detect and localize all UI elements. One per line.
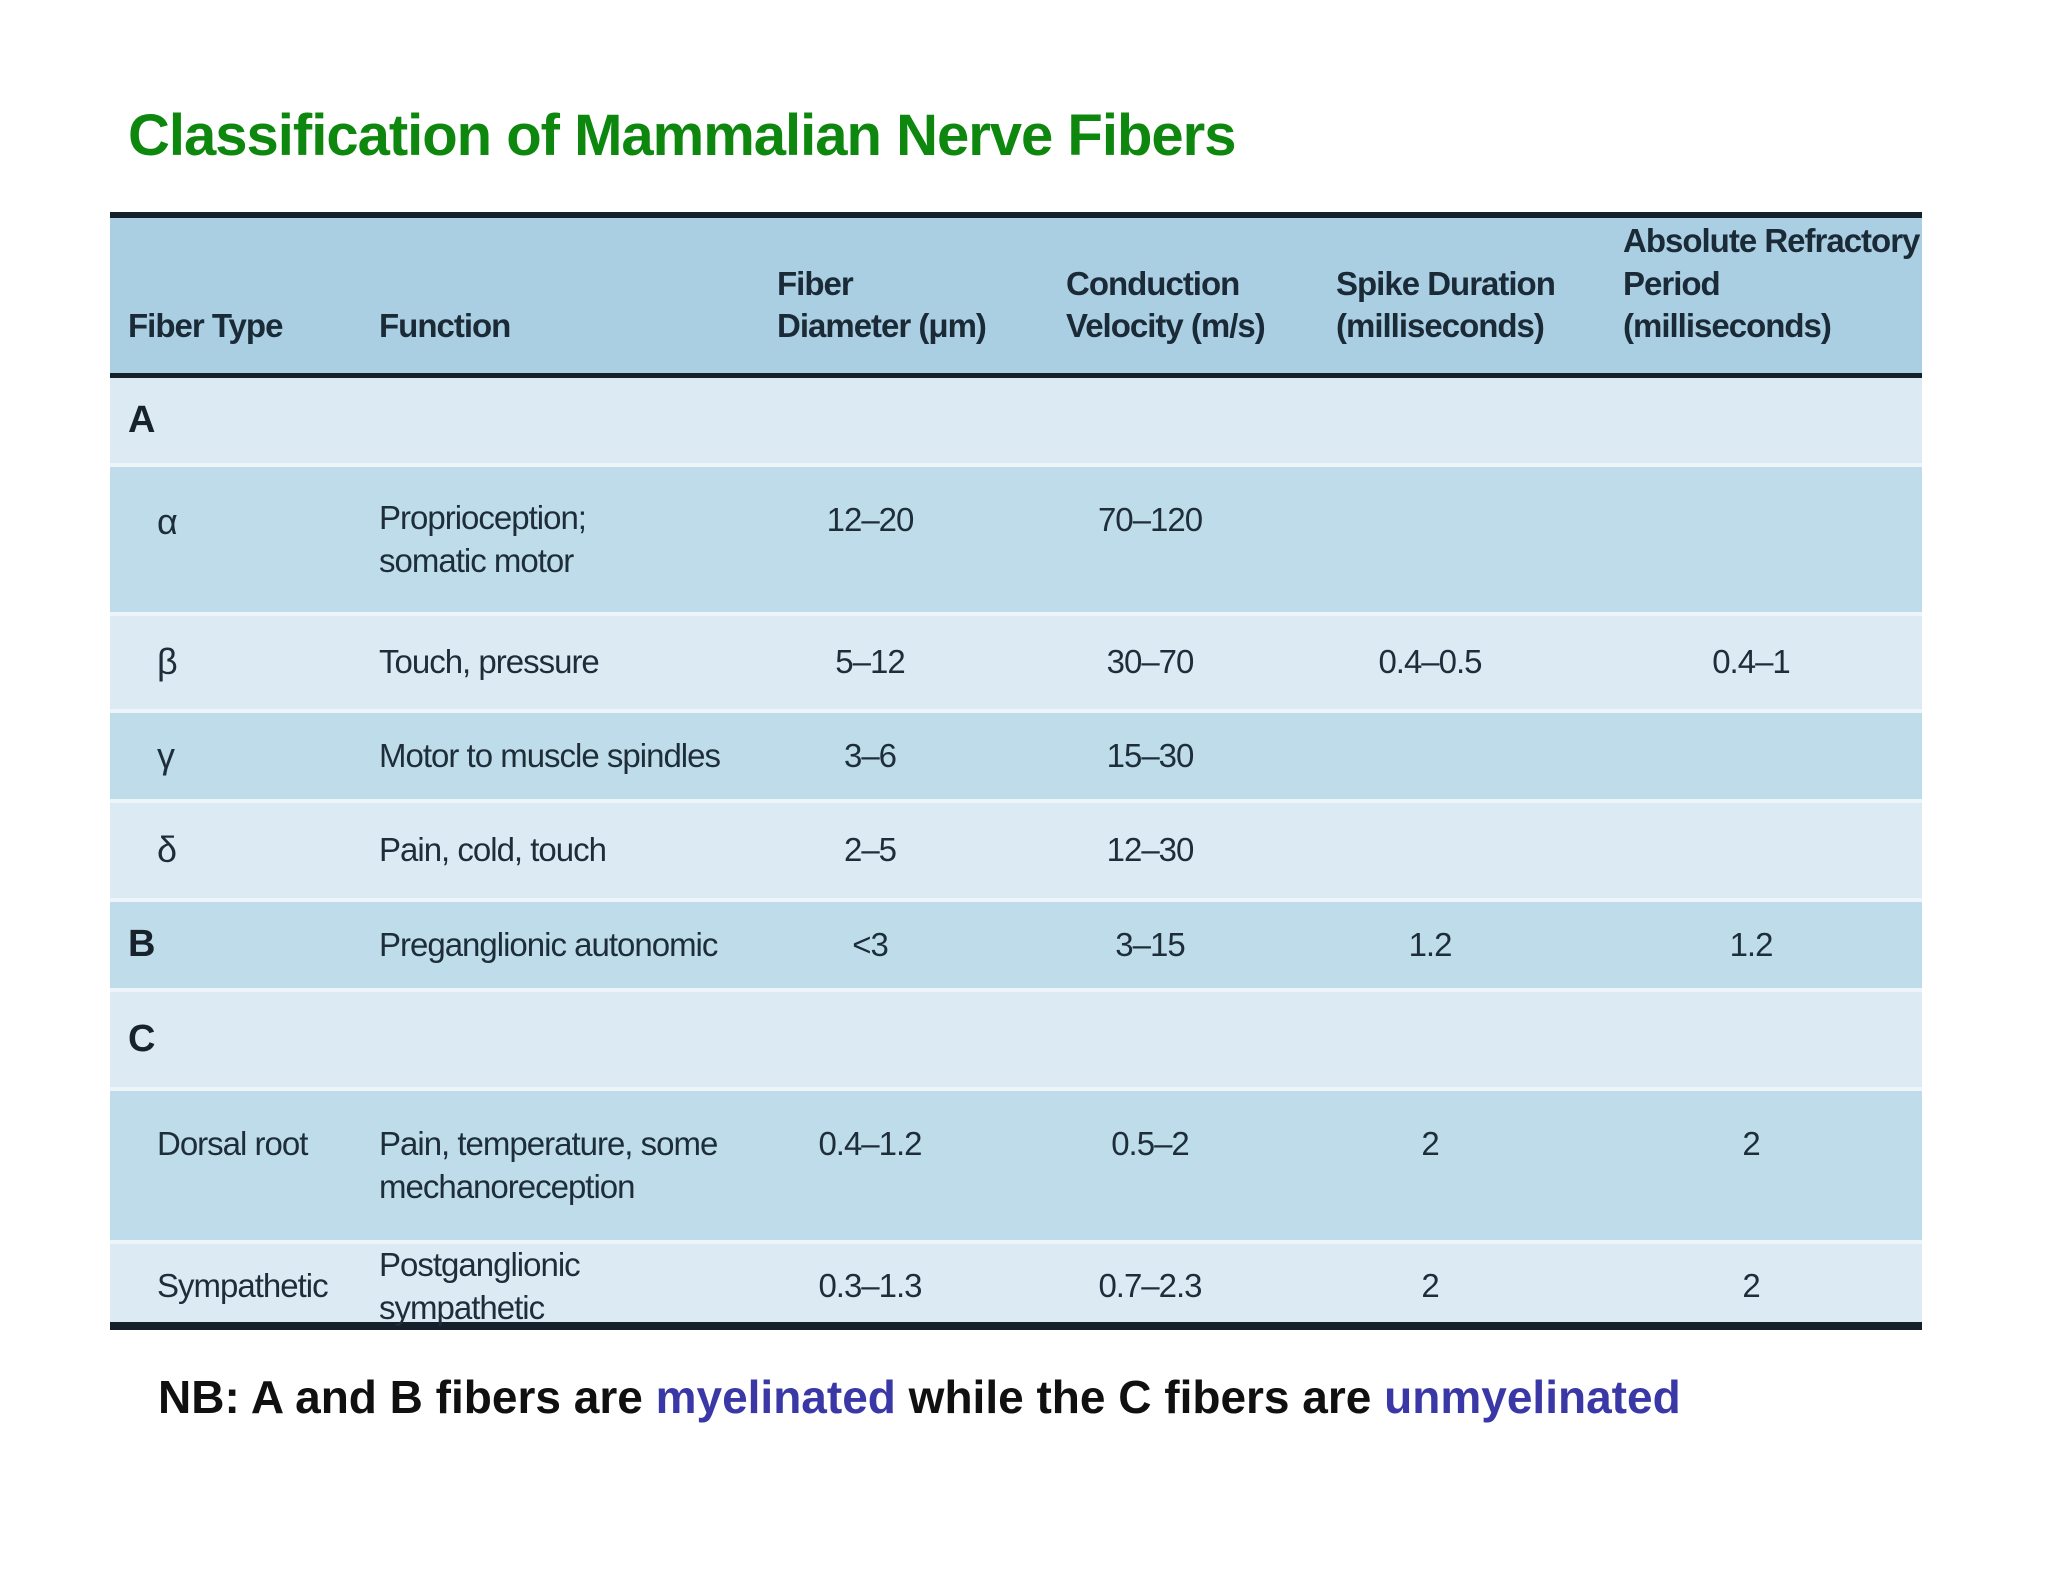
spike-cell [1280, 803, 1580, 898]
refractory-cell [1580, 992, 1922, 1087]
spike-cell: 1.2 [1408, 925, 1453, 963]
table-row-C: C [110, 988, 1922, 1087]
nb-note: NB: A and B fibers are myelinated while … [158, 1370, 1681, 1424]
diameter-cell: 3–6 [843, 736, 897, 774]
refractory-cell [1580, 803, 1922, 898]
note-myelinated: myelinated [655, 1371, 896, 1423]
fiber-type-cell: Sympathetic [157, 1267, 329, 1305]
refractory-cell [1580, 713, 1922, 799]
fiber-type-cell: β [157, 641, 178, 683]
refractory-cell: 2 [1742, 1267, 1760, 1305]
function-cell: Postganglionic sympathetic [379, 1246, 581, 1326]
spike-cell [1280, 378, 1580, 463]
spike-cell: 2 [1421, 1125, 1439, 1162]
function-cell: Preganglionic autonomic [379, 925, 718, 963]
table-row-A: A [110, 378, 1922, 463]
header-function: Function [379, 306, 511, 344]
diameter-cell: 2–5 [843, 831, 897, 869]
table-row-alpha: α Proprioception; somatic motor 12–20 70… [110, 463, 1922, 612]
spike-cell: 0.4–0.5 [1378, 643, 1482, 681]
table-row-B: B Preganglionic autonomic <3 3–15 1.2 1.… [110, 898, 1922, 988]
spike-cell: 2 [1421, 1267, 1439, 1305]
header-fiber-type: Fiber Type [128, 306, 283, 344]
velocity-cell: 70–120 [1097, 501, 1203, 538]
function-cell: Pain, temperature, some mechanoreception [379, 1124, 718, 1205]
function-cell [360, 378, 720, 463]
fiber-type-cell: C [128, 1017, 155, 1060]
velocity-cell: 30–70 [1106, 643, 1195, 681]
fiber-type-cell: γ [157, 734, 175, 776]
fiber-type-cell: B [128, 923, 155, 966]
velocity-cell [1020, 992, 1280, 1087]
fiber-type-cell: A [128, 398, 155, 441]
table-row-delta: δ Pain, cold, touch 2–5 12–30 [110, 799, 1922, 898]
nerve-fiber-classification-table: Fiber Type Function Fiber Diameter (μm) … [110, 212, 1922, 1330]
refractory-cell [1580, 378, 1922, 463]
fiber-type-cell: α [157, 501, 178, 542]
diameter-cell: 12–20 [826, 501, 915, 538]
note-middle: while the C fibers are [895, 1371, 1385, 1423]
spike-cell [1280, 467, 1580, 612]
spike-cell [1280, 713, 1580, 799]
function-cell: Touch, pressure [379, 643, 600, 681]
function-cell [360, 992, 720, 1087]
spike-cell [1280, 992, 1580, 1087]
velocity-cell: 12–30 [1106, 831, 1195, 869]
diameter-cell: 0.4–1.2 [818, 1125, 922, 1162]
diameter-cell: 5–12 [835, 643, 905, 681]
refractory-cell: 2 [1742, 1125, 1760, 1162]
header-spike-duration: Spike Duration (milliseconds) [1336, 264, 1556, 344]
table-row-beta: β Touch, pressure 5–12 30–70 0.4–0.5 0.4… [110, 612, 1922, 709]
fiber-type-cell: Dorsal root [157, 1125, 308, 1162]
function-cell: Pain, cold, touch [379, 831, 607, 869]
table-row-sympathetic: Sympathetic Postganglionic sympathetic 0… [110, 1240, 1922, 1326]
header-conduction-velocity: Conduction Velocity (m/s) [1066, 264, 1266, 344]
diameter-cell [720, 992, 1020, 1087]
velocity-cell: 15–30 [1106, 736, 1195, 774]
note-unmyelinated: unmyelinated [1384, 1371, 1681, 1423]
refractory-cell: 1.2 [1729, 925, 1774, 963]
velocity-cell [1020, 378, 1280, 463]
diameter-cell: <3 [852, 925, 889, 963]
velocity-cell: 0.7–2.3 [1098, 1267, 1202, 1305]
refractory-cell [1580, 467, 1922, 612]
velocity-cell: 3–15 [1115, 925, 1185, 963]
diameter-cell: 0.3–1.3 [818, 1267, 922, 1305]
page-title: Classification of Mammalian Nerve Fibers [128, 103, 1236, 168]
table-header-row: Fiber Type Function Fiber Diameter (μm) … [110, 218, 1922, 378]
table-row-dorsal-root: Dorsal root Pain, temperature, some mech… [110, 1087, 1922, 1240]
note-prefix: NB: A and B fibers are [158, 1371, 656, 1423]
velocity-cell: 0.5–2 [1111, 1125, 1190, 1162]
function-cell: Motor to muscle spindles [379, 736, 721, 774]
diameter-cell [720, 378, 1020, 463]
fiber-type-cell: δ [157, 829, 177, 871]
header-fiber-diameter: Fiber Diameter (μm) [777, 264, 987, 344]
function-cell: Proprioception; somatic motor [379, 498, 587, 579]
table-row-gamma: γ Motor to muscle spindles 3–6 15–30 [110, 709, 1922, 799]
refractory-cell: 0.4–1 [1712, 643, 1791, 681]
header-absolute-refractory: Absolute Refractory Period (milliseconds… [1623, 222, 1920, 344]
